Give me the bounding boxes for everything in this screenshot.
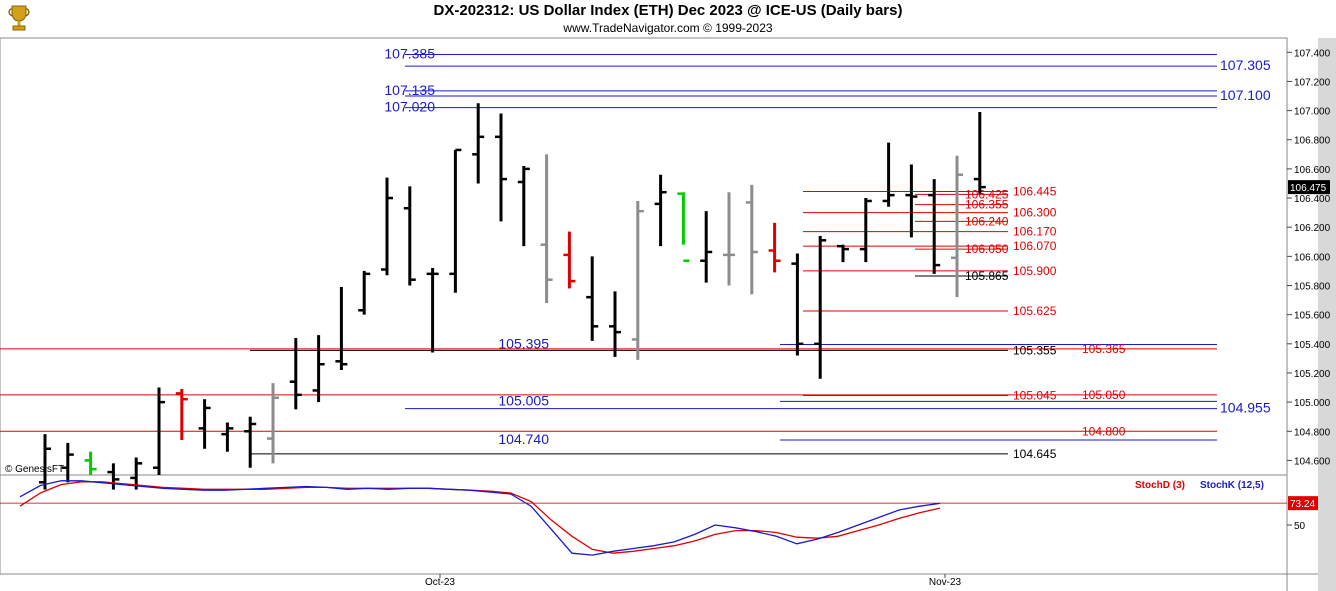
level-label: 104.800 xyxy=(1082,424,1126,438)
stochk-line xyxy=(19,480,941,556)
level-label: 106.300 xyxy=(1013,206,1057,220)
date-axis: Oct-23 Nov-23 xyxy=(425,574,962,588)
price-bars xyxy=(39,103,986,490)
level-label: 104.955 xyxy=(1220,400,1271,416)
last-price-box xyxy=(1288,180,1330,195)
level-label: 107.020 xyxy=(384,99,435,115)
chart-title: DX-202312: US Dollar Index (ETH) Dec 202… xyxy=(433,2,903,19)
level-label: 105.005 xyxy=(498,392,549,408)
level-label: 107.305 xyxy=(1220,57,1271,73)
level-label: 105.045 xyxy=(1013,389,1057,403)
stoch-tick-label: 50 xyxy=(1294,521,1306,532)
stoch-last-box xyxy=(1288,496,1318,511)
scrollbar[interactable] xyxy=(1318,38,1336,591)
level-label: 104.740 xyxy=(498,431,549,447)
level-label: 105.355 xyxy=(1013,343,1057,357)
price-tick-label: 106.400 xyxy=(1294,194,1331,205)
stochastic-lines: 73.24 50 xyxy=(0,480,1318,556)
level-label: 106.445 xyxy=(1013,184,1057,198)
price-tick-label: 106.600 xyxy=(1294,165,1331,176)
level-label: 105.365 xyxy=(1082,342,1126,356)
price-tick-label: 107.200 xyxy=(1294,77,1331,88)
level-label: 106.050 xyxy=(965,242,1009,256)
level-label: 105.900 xyxy=(1013,264,1057,278)
price-tick-label: 105.600 xyxy=(1294,311,1331,322)
price-tick-label: 107.000 xyxy=(1294,107,1331,118)
level-label: 105.050 xyxy=(1082,388,1126,402)
level-label: 106.170 xyxy=(1013,225,1057,239)
level-label: 106.070 xyxy=(1013,239,1057,253)
stoch-last-label: 73.24 xyxy=(1290,499,1315,510)
price-tick-label: 106.200 xyxy=(1294,223,1331,234)
price-tick-label: 104.600 xyxy=(1294,456,1331,467)
level-label: 107.135 xyxy=(384,82,435,98)
price-axis: 104.600 104.800 105.000 105.200 105.400 105.6… xyxy=(1287,48,1331,467)
level-label: 104.645 xyxy=(1013,447,1057,461)
stochd-legend: StochD (3) xyxy=(1135,480,1185,491)
price-tick-label: 105.400 xyxy=(1294,340,1331,351)
level-label: 105.865 xyxy=(965,269,1009,283)
chart-header: DX-202312: US Dollar Index (ETH) Dec 202… xyxy=(0,0,1336,38)
price-panel xyxy=(0,37,1288,476)
level-label: 105.395 xyxy=(498,336,549,352)
price-tick-label: 105.000 xyxy=(1294,398,1331,409)
level-label: 105.625 xyxy=(1013,304,1057,318)
trophy-logo-icon xyxy=(3,2,35,34)
date-label: Nov-23 xyxy=(929,577,962,588)
watermark-text: © GenesisFT xyxy=(5,464,64,475)
date-label: Oct-23 xyxy=(425,577,455,588)
price-tick-label: 105.800 xyxy=(1294,282,1331,293)
level-label: 106.355 xyxy=(965,198,1009,212)
price-tick-label: 104.800 xyxy=(1294,427,1331,438)
level-label: 107.100 xyxy=(1220,87,1271,103)
chart-subtitle: www.TradeNavigator.com © 1999-2023 xyxy=(563,21,773,35)
price-tick-label: 107.400 xyxy=(1294,48,1331,59)
stochk-legend: StochK (12,5) xyxy=(1200,480,1264,491)
level-label: 106.240 xyxy=(965,214,1009,228)
price-tick-label: 105.200 xyxy=(1294,369,1331,380)
price-tick-label: 106.000 xyxy=(1294,252,1331,263)
level-label: 106.425 xyxy=(965,187,1009,201)
level-label: 107.385 xyxy=(384,45,435,61)
price-tick-label: 106.800 xyxy=(1294,136,1331,147)
last-price-label: 106.475 xyxy=(1290,183,1327,194)
level-lines: 107.385 107.305 107.135 107.100 107.020 106.4… xyxy=(0,45,1271,461)
